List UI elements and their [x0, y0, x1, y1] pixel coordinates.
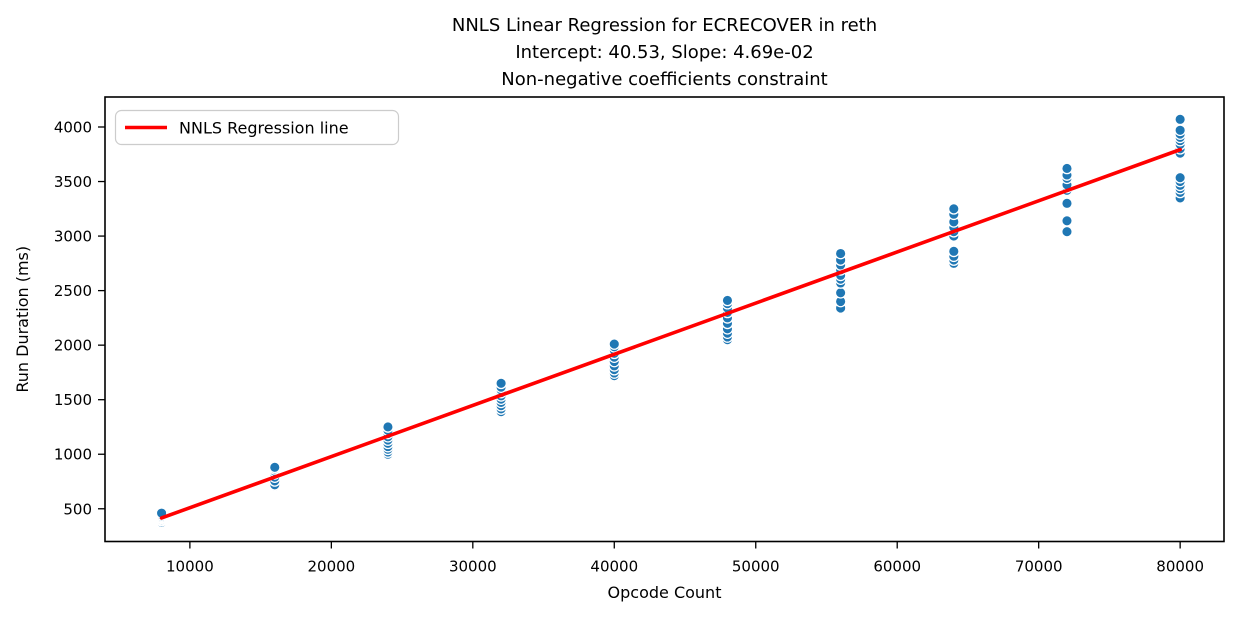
scatter-point: [721, 294, 734, 307]
scatter-point: [1061, 197, 1073, 210]
x-tick-label: 60000: [873, 558, 921, 576]
y-tick-label: 4000: [54, 118, 92, 136]
y-tick-label: 2000: [54, 337, 92, 355]
y-tick-label: 1500: [54, 391, 92, 409]
scatter-point: [834, 286, 847, 299]
scatter-point: [947, 202, 960, 215]
y-axis-label: Run Duration (ms): [13, 246, 32, 393]
y-tick-label: 500: [63, 500, 92, 518]
legend-box: [114, 109, 400, 146]
x-tick-label: 40000: [590, 558, 638, 576]
regression-line: [159, 147, 1182, 520]
chart-title: NNLS Linear Regression for ECRECOVER in …: [105, 12, 1224, 93]
chart-title-line-3: Non-negative coefficients constraint: [501, 69, 828, 90]
y-tick-label: 3000: [54, 228, 92, 246]
axes-frame: [104, 96, 1225, 543]
x-tick-label: 30000: [449, 558, 497, 576]
x-tick-label: 80000: [1156, 558, 1204, 576]
scatter-point: [834, 247, 847, 260]
x-tick-label: 70000: [1015, 558, 1063, 576]
y-tick-label: 3500: [54, 173, 92, 191]
x-tick-label: 10000: [166, 558, 214, 576]
y-tick-label: 2500: [54, 282, 92, 300]
legend-label: NNLS Regression line: [179, 119, 349, 138]
x-axis-label: Opcode Count: [608, 583, 722, 602]
y-tick-label: 1000: [54, 446, 92, 464]
chart-title-line-2: Intercept: 40.53, Slope: 4.69e-02: [515, 42, 814, 63]
scatter-point: [1174, 113, 1186, 126]
scatter-point: [382, 421, 394, 433]
scatter-point: [268, 461, 281, 474]
x-tick-label: 50000: [732, 558, 780, 576]
scatter-point: [947, 245, 960, 258]
x-tick-label: 20000: [307, 558, 355, 576]
scatter-point: [1061, 225, 1073, 238]
chart-title-line-1: NNLS Linear Regression for ECRECOVER in …: [451, 15, 878, 36]
scatter-point: [1174, 124, 1186, 137]
scatter-point: [1061, 162, 1073, 175]
scatter-point: [495, 377, 507, 390]
scatter-point: [608, 338, 621, 350]
scatter-point: [1174, 171, 1186, 184]
scatter-point: [1061, 214, 1073, 227]
